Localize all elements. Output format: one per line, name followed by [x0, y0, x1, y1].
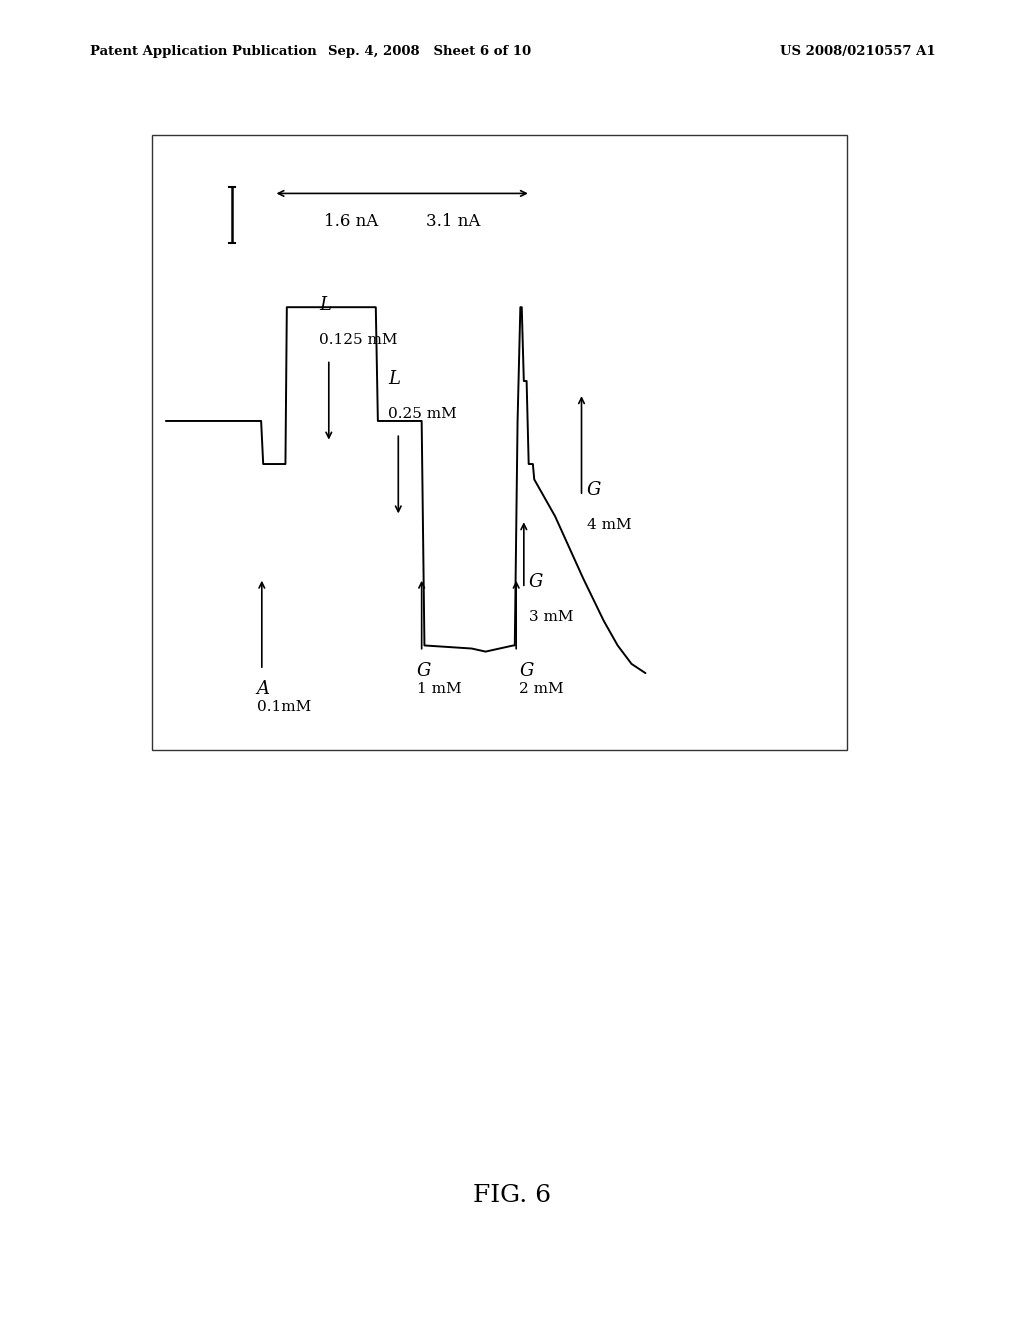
- Text: 1 mM: 1 mM: [417, 681, 461, 696]
- Text: FIG. 6: FIG. 6: [473, 1184, 551, 1206]
- Text: G: G: [528, 573, 543, 591]
- Text: L: L: [318, 297, 331, 314]
- Text: 2 mM: 2 mM: [519, 681, 564, 696]
- Text: A: A: [257, 680, 269, 698]
- Bar: [152, 135, 847, 750]
- Text: 1.6 nA: 1.6 nA: [324, 214, 378, 231]
- Text: US 2008/0210557 A1: US 2008/0210557 A1: [780, 45, 936, 58]
- Text: G: G: [587, 480, 601, 499]
- Text: 4 mM: 4 mM: [587, 517, 631, 532]
- Text: 3 mM: 3 mM: [528, 610, 573, 624]
- Text: G: G: [519, 661, 534, 680]
- Text: 0.1mM: 0.1mM: [257, 700, 311, 714]
- Text: Sep. 4, 2008   Sheet 6 of 10: Sep. 4, 2008 Sheet 6 of 10: [329, 45, 531, 58]
- Text: L: L: [388, 371, 400, 388]
- Text: G: G: [417, 661, 431, 680]
- Text: 0.125 mM: 0.125 mM: [318, 334, 397, 347]
- Text: Patent Application Publication: Patent Application Publication: [90, 45, 316, 58]
- Text: 3.1 nA: 3.1 nA: [426, 214, 481, 231]
- Text: 0.25 mM: 0.25 mM: [388, 408, 457, 421]
